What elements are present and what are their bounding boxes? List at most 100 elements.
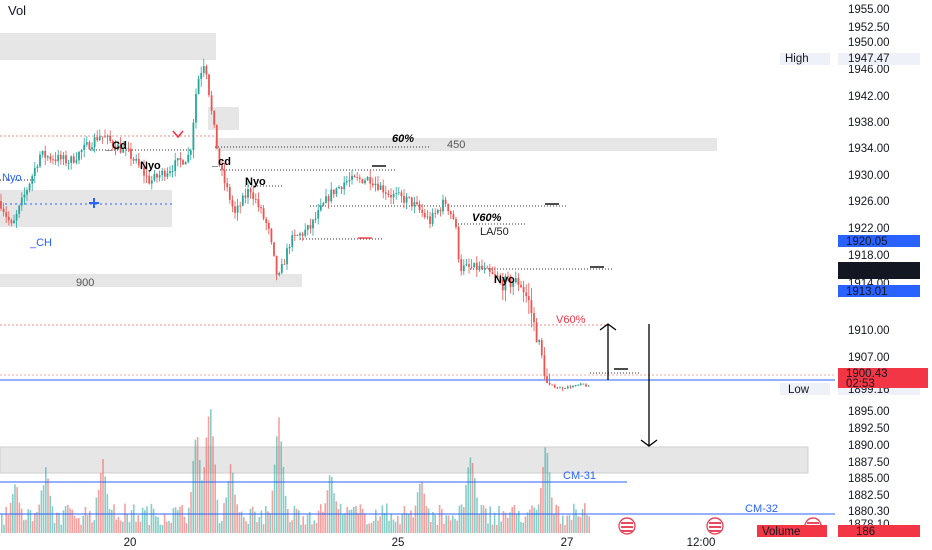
chart-annotation: CM-31: [563, 470, 596, 482]
candle-body: [20, 197, 23, 206]
volume-bar: [135, 521, 137, 533]
volume-bar: [386, 503, 388, 533]
volume-bar: [269, 513, 271, 533]
candle-body: [124, 147, 127, 149]
volume-bar: [507, 517, 509, 533]
volume-bar: [309, 511, 311, 533]
time-tick-label: 27: [561, 537, 574, 549]
volume-bar: [434, 514, 436, 533]
event-flag-icon[interactable]: [706, 517, 724, 535]
zones-layer: [0, 33, 809, 474]
chart-annotation: 450: [447, 139, 465, 151]
price-tick-label: 1918.00: [848, 250, 890, 262]
volume-bar: [130, 510, 133, 533]
candle-body: [293, 235, 296, 236]
candle-body: [551, 384, 554, 386]
volume-bar: [302, 516, 304, 533]
red-chevron-mark: [172, 130, 184, 139]
level-blue-box-2: [838, 285, 920, 297]
candle-body: [343, 182, 346, 190]
zone-rect-3: [0, 190, 172, 227]
candle-body: [280, 263, 283, 273]
volume-bar: [443, 523, 445, 533]
candle-body: [101, 136, 104, 138]
volume-bar: [394, 521, 397, 533]
volume-bar: [16, 487, 18, 533]
event-flag-icon[interactable]: [618, 517, 636, 535]
volume-bar: [405, 512, 408, 533]
volume-bar: [368, 523, 370, 533]
candle-body: [2, 208, 5, 213]
volume-bar: [476, 497, 478, 533]
candle-body: [244, 195, 247, 198]
volume-bar: [540, 487, 542, 533]
arrows-layer: [599, 323, 658, 447]
volume-bar: [445, 515, 447, 533]
volume-bar: [82, 515, 84, 533]
volume-bar: [201, 480, 203, 533]
candle-body: [270, 228, 273, 243]
volume-bar: [480, 505, 483, 533]
candle-body: [527, 296, 530, 301]
candle-body: [288, 246, 291, 249]
price-axis[interactable]: 1955.00 1952.50 1950.00 1946.00 1942.00 1938.…: [848, 4, 890, 531]
volume-bar: [192, 460, 194, 533]
volume-bar: [64, 506, 67, 533]
price-tick-label: 1942.00: [848, 91, 890, 103]
candle-body: [31, 176, 34, 184]
volume-bar: [469, 457, 472, 533]
volume-bar: [412, 517, 414, 533]
candle-body: [163, 170, 166, 177]
candle-body: [314, 218, 317, 220]
volume-bar: [489, 506, 491, 533]
volume-bar: [152, 508, 155, 533]
volume-bar: [265, 506, 267, 533]
candle-body: [88, 142, 91, 150]
candle-body: [330, 189, 333, 202]
candle-body: [49, 156, 52, 160]
volume-bar: [291, 520, 293, 533]
time-axis[interactable]: 20 25 27 12:00: [124, 537, 716, 549]
volume-bar: [588, 516, 590, 533]
volume-bar: [199, 460, 201, 533]
candle-body: [449, 211, 452, 215]
price-tick-label: 1882.50: [848, 490, 890, 502]
candle-body: [465, 264, 468, 266]
price-tick-label: 1892.50: [848, 423, 890, 435]
volume-bar: [377, 520, 379, 533]
candle-body: [426, 216, 429, 218]
candle-body: [169, 171, 171, 174]
candle-body: [166, 173, 169, 177]
volume-bar: [56, 512, 58, 533]
volume-bar: [20, 508, 23, 533]
volume-bar: [289, 521, 291, 533]
volume-bar: [293, 505, 296, 533]
volume-bar: [69, 508, 71, 533]
candle-body: [423, 212, 426, 218]
candle-body: [252, 192, 255, 200]
candle-body: [431, 213, 434, 224]
price-tick-label: 1895.00: [848, 406, 890, 418]
volume-bar: [128, 522, 131, 533]
low-label-box: [780, 383, 830, 395]
volume-bar: [557, 506, 560, 533]
volume-bar: [80, 524, 82, 533]
volume-bar: [324, 503, 326, 533]
candle-body: [382, 185, 385, 193]
candle-body: [296, 235, 299, 237]
price-tick-label: 1910.00: [848, 325, 890, 337]
candle-body: [234, 206, 236, 213]
volume-bar: [25, 519, 27, 533]
volume-bar: [304, 524, 307, 533]
candles-layer: [0, 58, 590, 392]
candle-body: [447, 203, 450, 212]
volume-bar: [379, 516, 381, 533]
volume-bar: [260, 510, 263, 533]
volume-bar: [216, 499, 219, 533]
volume-value: 186: [856, 526, 875, 538]
high-value: 1947.47: [848, 53, 890, 65]
candle-body: [371, 183, 374, 186]
volume-bar: [401, 513, 403, 533]
